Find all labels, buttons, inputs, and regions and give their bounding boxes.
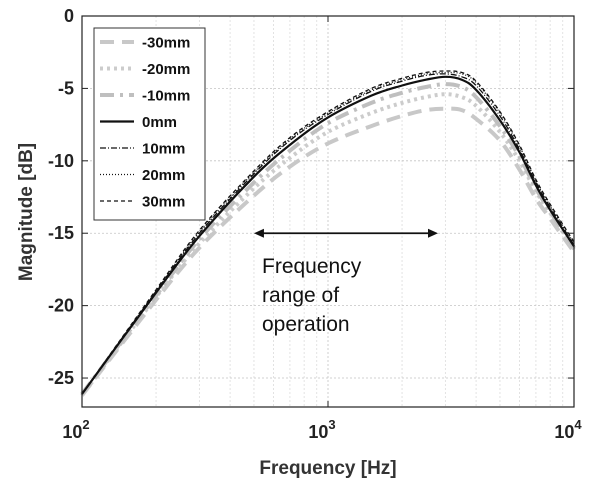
annotation-line-1: Frequency [262,255,362,278]
x-axis-title: Frequency [Hz] [259,458,396,479]
tick-layer: 0 -5 -10 -15 -20 -25 102 103 104 [48,6,582,442]
y-tick-label: -20 [48,296,74,316]
annotation: Frequency range of operation [253,228,439,336]
x-tick-label: 103 [308,417,335,442]
y-tick-label: 0 [64,6,74,26]
annotation-line-3: operation [262,313,350,336]
y-tick-label: -25 [48,368,74,388]
series-line-30mm [81,70,575,395]
series-layer [80,70,576,397]
legend: -30mm -20mm -10mm 0mm 10mm 20mm 30mm [93,27,206,221]
legend-label-0mm: 0mm [142,114,177,131]
series-line-10mm [81,73,575,395]
x-tick-label: 104 [554,417,582,442]
series-line--30mm [80,106,576,397]
annotation-line-2: range of [262,284,339,307]
series-line-0mm [81,75,575,395]
legend-label-10mm: 10mm [142,141,185,158]
legend-label--10mm: -10mm [142,88,190,105]
legend-label--30mm: -30mm [142,35,190,52]
y-tick-label: -10 [48,151,74,171]
grid [82,16,574,407]
y-axis-title: Magnitude [dB] [16,143,37,281]
legend-box [93,27,206,221]
legend-label-30mm: 30mm [142,194,185,211]
series-line--10mm [80,82,576,396]
y-tick-label: -5 [58,78,74,98]
x-tick-label: 102 [62,417,89,442]
arrow-head-right [428,228,439,238]
y-tick-label: -15 [48,223,74,243]
arrow-head-left [253,228,264,238]
legend-label--20mm: -20mm [142,61,190,78]
legend-label-20mm: 20mm [142,167,185,184]
